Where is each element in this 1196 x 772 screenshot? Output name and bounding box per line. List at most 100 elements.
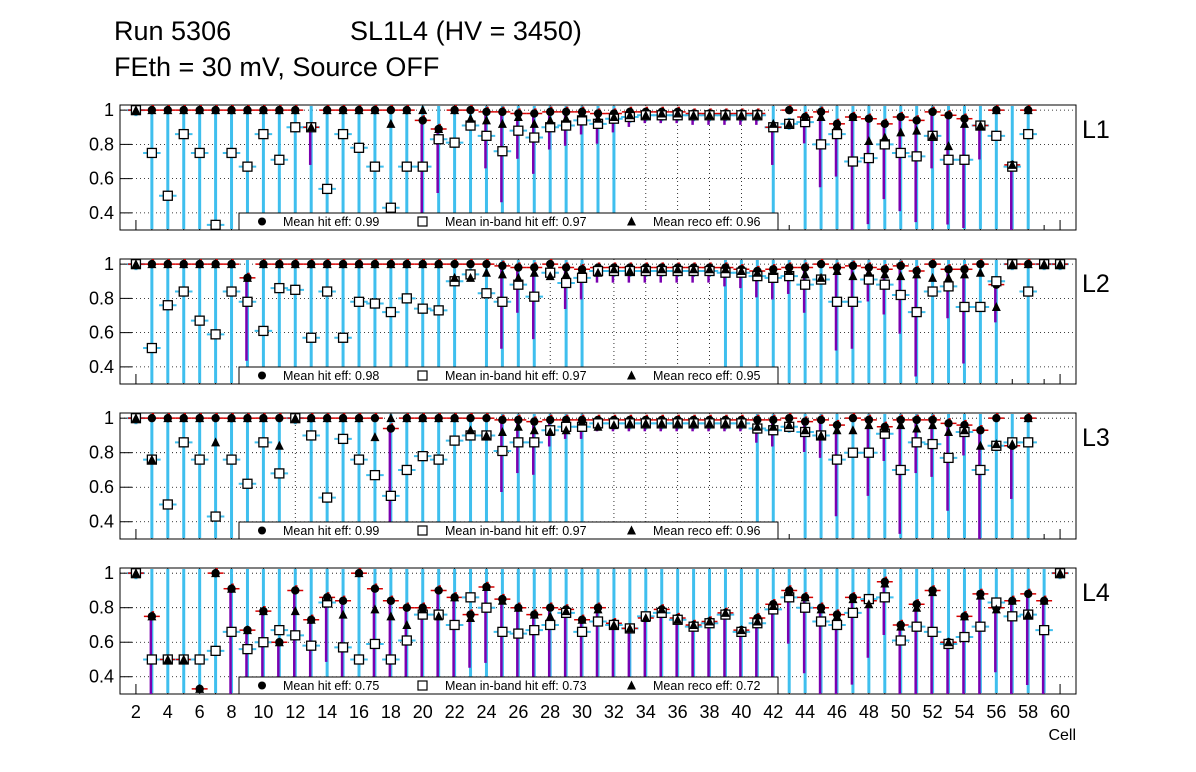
inband-eff-point bbox=[481, 130, 492, 141]
legend-inband-label: Mean in-band hit eff: 0.73 bbox=[445, 679, 587, 693]
reco-eff-point bbox=[880, 269, 890, 279]
inband-eff-point bbox=[306, 332, 317, 343]
hit-eff-point bbox=[880, 119, 889, 129]
reco-eff-point bbox=[227, 259, 237, 269]
reco-eff-point bbox=[896, 621, 906, 631]
reco-eff-point bbox=[959, 118, 969, 128]
reco-eff-point bbox=[705, 110, 715, 120]
reco-eff-point bbox=[944, 426, 954, 436]
inband-eff-point bbox=[895, 635, 906, 646]
reco-eff-point bbox=[832, 425, 842, 435]
x-tick-label: 44 bbox=[795, 702, 815, 722]
reco-eff-point bbox=[338, 259, 348, 269]
inband-eff-point bbox=[815, 616, 827, 627]
x-tick-label: 46 bbox=[827, 702, 847, 722]
inband-eff-point bbox=[417, 451, 428, 462]
reco-eff-point bbox=[402, 413, 412, 423]
inband-eff-point bbox=[831, 619, 843, 631]
reco-eff-point bbox=[306, 413, 316, 423]
hit-eff-point bbox=[211, 413, 220, 423]
reco-eff-point bbox=[211, 568, 221, 578]
inband-eff-point bbox=[385, 202, 397, 213]
inband-eff-point bbox=[258, 325, 269, 337]
hit-eff-point bbox=[800, 417, 810, 426]
inband-eff-point bbox=[911, 151, 922, 162]
y-tick-label: 0.4 bbox=[89, 667, 114, 687]
inband-eff-point bbox=[513, 628, 524, 639]
y-tick-label: 1 bbox=[104, 563, 114, 583]
reco-eff-point bbox=[944, 637, 954, 647]
reco-eff-point bbox=[689, 110, 699, 120]
reco-eff-point bbox=[529, 267, 539, 277]
reco-eff-point bbox=[864, 420, 874, 430]
reco-eff-point bbox=[227, 105, 237, 115]
reco-eff-point bbox=[705, 616, 715, 626]
x-tick-label: 52 bbox=[923, 702, 943, 722]
inband-eff-point bbox=[178, 128, 189, 140]
y-tick-label: 0.4 bbox=[89, 203, 114, 223]
hit-eff-point bbox=[944, 419, 953, 428]
inband-eff-point bbox=[1038, 624, 1050, 636]
x-tick-label: 6 bbox=[195, 702, 205, 722]
legend-box bbox=[238, 212, 779, 231]
inband-eff-point bbox=[210, 219, 221, 231]
reco-eff-point bbox=[434, 611, 444, 621]
reco-eff-point bbox=[577, 614, 587, 624]
reco-eff-point bbox=[625, 623, 635, 633]
reco-eff-point bbox=[354, 259, 364, 269]
reco-eff-point bbox=[179, 105, 189, 115]
legend-hit-marker bbox=[258, 526, 266, 535]
inband-eff-point bbox=[975, 301, 986, 313]
inband-eff-point bbox=[895, 147, 906, 159]
inband-eff-point bbox=[576, 272, 588, 283]
y-tick-label: 1 bbox=[104, 254, 114, 274]
reco-eff-point bbox=[1039, 595, 1049, 605]
reco-eff-point bbox=[609, 420, 619, 430]
reco-eff-point bbox=[466, 113, 476, 123]
inband-eff-point bbox=[847, 447, 859, 458]
hit-eff-point bbox=[402, 603, 411, 612]
reco-eff-point bbox=[959, 611, 969, 621]
reco-eff-point bbox=[1007, 439, 1017, 449]
reco-eff-point bbox=[513, 111, 523, 121]
reco-eff-point bbox=[481, 267, 491, 277]
reco-eff-point bbox=[179, 413, 189, 423]
hit-eff-point bbox=[593, 109, 603, 118]
reco-eff-point bbox=[577, 416, 587, 426]
reco-eff-point bbox=[736, 265, 746, 275]
inband-eff-point bbox=[337, 332, 349, 343]
reco-eff-point bbox=[481, 115, 491, 125]
reco-eff-point bbox=[242, 413, 252, 423]
hit-eff-point bbox=[816, 107, 826, 117]
hit-eff-point bbox=[370, 413, 380, 423]
reco-eff-point bbox=[991, 301, 1001, 311]
inband-eff-point bbox=[194, 315, 205, 326]
reco-eff-point bbox=[227, 583, 237, 593]
inband-eff-point bbox=[927, 438, 938, 450]
inband-eff-point bbox=[194, 454, 205, 465]
inband-eff-point bbox=[449, 435, 460, 446]
reco-eff-point bbox=[720, 110, 730, 120]
reco-eff-point bbox=[1055, 568, 1065, 578]
legend-inband-marker bbox=[417, 680, 428, 691]
reco-eff-point bbox=[179, 654, 189, 664]
hit-eff-point bbox=[912, 116, 921, 125]
hit-eff-point bbox=[418, 116, 427, 125]
reco-eff-point bbox=[370, 105, 380, 115]
reco-eff-point bbox=[593, 267, 603, 277]
reco-eff-point bbox=[322, 413, 332, 423]
reco-eff-point bbox=[800, 111, 810, 121]
reco-eff-point bbox=[386, 611, 396, 621]
hit-eff-point bbox=[386, 596, 396, 605]
reco-eff-point bbox=[450, 105, 460, 115]
reco-eff-point bbox=[545, 611, 555, 621]
inband-eff-point bbox=[513, 125, 524, 136]
reco-eff-point bbox=[768, 265, 778, 275]
inband-eff-point bbox=[337, 128, 349, 140]
y-tick-label: 0.6 bbox=[89, 323, 114, 343]
inband-eff-point bbox=[831, 128, 843, 140]
inband-eff-point bbox=[290, 284, 301, 295]
reco-eff-point bbox=[593, 113, 603, 123]
reco-eff-point bbox=[402, 105, 412, 115]
inband-eff-point bbox=[975, 621, 986, 632]
